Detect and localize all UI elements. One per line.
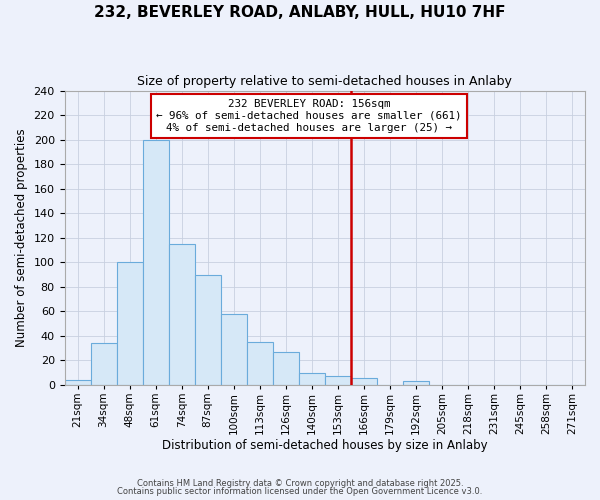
Bar bbox=[194, 274, 221, 385]
X-axis label: Distribution of semi-detached houses by size in Anlaby: Distribution of semi-detached houses by … bbox=[162, 440, 488, 452]
Bar bbox=[273, 352, 299, 385]
Text: 232, BEVERLEY ROAD, ANLABY, HULL, HU10 7HF: 232, BEVERLEY ROAD, ANLABY, HULL, HU10 7… bbox=[94, 5, 506, 20]
Bar bbox=[247, 342, 273, 385]
Text: 232 BEVERLEY ROAD: 156sqm
← 96% of semi-detached houses are smaller (661)
4% of : 232 BEVERLEY ROAD: 156sqm ← 96% of semi-… bbox=[157, 100, 462, 132]
Bar bbox=[351, 378, 377, 385]
Bar bbox=[169, 244, 194, 385]
Bar bbox=[403, 381, 429, 385]
Bar bbox=[91, 343, 116, 385]
Bar bbox=[116, 262, 143, 385]
Bar bbox=[221, 314, 247, 385]
Bar bbox=[325, 376, 351, 385]
Bar bbox=[299, 372, 325, 385]
Bar bbox=[65, 380, 91, 385]
Text: Contains public sector information licensed under the Open Government Licence v3: Contains public sector information licen… bbox=[118, 487, 482, 496]
Bar bbox=[143, 140, 169, 385]
Text: Contains HM Land Registry data © Crown copyright and database right 2025.: Contains HM Land Registry data © Crown c… bbox=[137, 478, 463, 488]
Title: Size of property relative to semi-detached houses in Anlaby: Size of property relative to semi-detach… bbox=[137, 75, 512, 88]
Y-axis label: Number of semi-detached properties: Number of semi-detached properties bbox=[15, 128, 28, 347]
